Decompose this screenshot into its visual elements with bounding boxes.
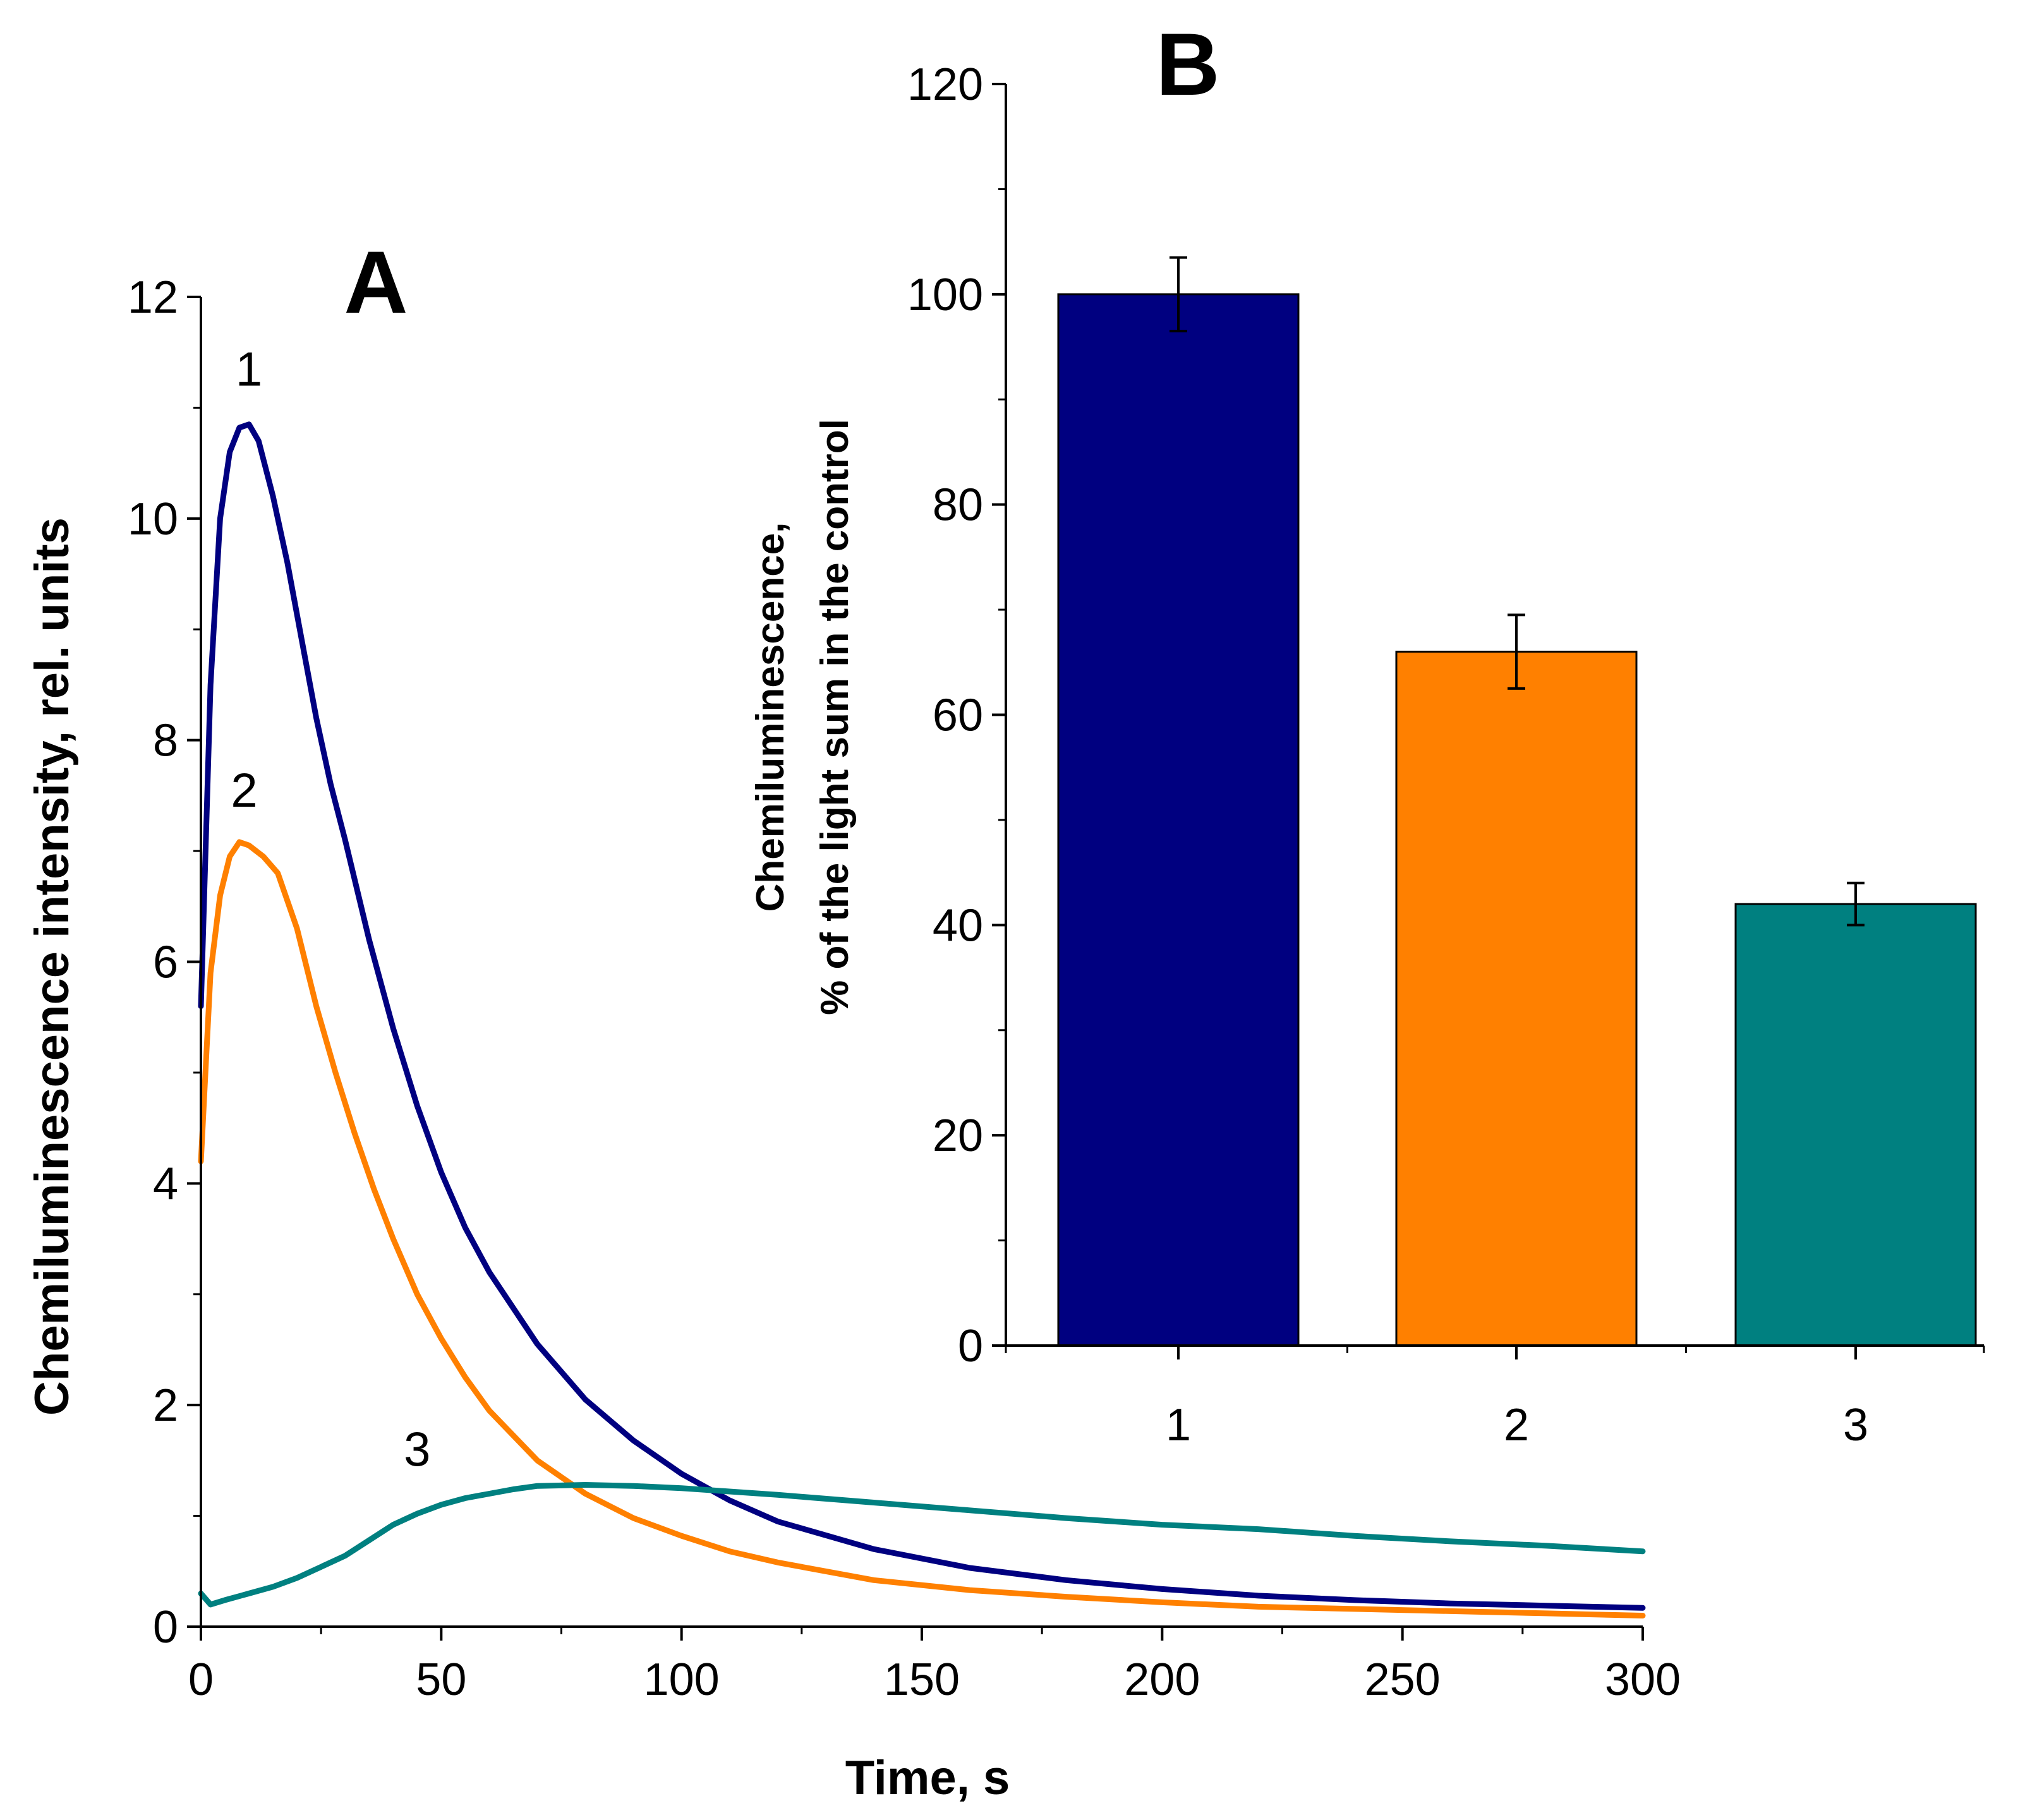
panel-b-x-tick-label: 2 — [1504, 1400, 1529, 1450]
panel-a-x-tick-label: 100 — [644, 1654, 720, 1705]
panel-b-y-tick-label: 0 — [958, 1321, 983, 1371]
panel-b-y-axis-title-line-2: % of the light sum in the control — [813, 419, 857, 1015]
panel-a-x-tick-label: 150 — [884, 1654, 960, 1705]
panel-b-y-tick-label: 100 — [907, 270, 983, 320]
panel-b-axes — [992, 83, 1985, 1359]
panel-b-letter: B — [1156, 15, 1219, 114]
panel-a-x-tick-label: 0 — [188, 1654, 214, 1705]
panel-b-y-axis-title: Chemiluminescence, % of the light sum in… — [749, 419, 857, 1015]
panel-b-error-bars — [1170, 256, 1865, 927]
panel-a-y-axis-title: Chemiluminescence intensity, rel. units — [25, 517, 79, 1416]
panel-a-curve-label: 3 — [404, 1423, 430, 1477]
panel-b-y-axis-title-line-1: Chemiluminescence, — [749, 522, 792, 912]
panel-b-bar-chart: 0 20 40 60 80 100 120 1 2 3 B Chemiluminescence, … — [749, 15, 2014, 1450]
panel-a-x-tick-label: 200 — [1124, 1654, 1200, 1705]
panel-b-tick-labels: 0 20 40 60 80 100 120 1 2 3 — [907, 59, 1868, 1450]
panel-a-y-tick-label: 10 — [128, 494, 178, 545]
panel-a-curve-label: 2 — [231, 764, 257, 817]
panel-b-y-tick-label: 80 — [933, 480, 983, 531]
panel-a-y-tick-label: 8 — [153, 716, 178, 766]
panel-a-y-tick-label: 4 — [153, 1159, 178, 1209]
panel-a-x-tick-label: 300 — [1605, 1654, 1681, 1705]
panel-b-x-tick-label: 1 — [1166, 1400, 1191, 1450]
panel-b-y-tick-label: 40 — [933, 900, 983, 951]
panel-b-bar-1 — [1057, 293, 1300, 1347]
panel-a-y-tick-label: 2 — [153, 1380, 178, 1431]
panel-a-series-line-1 — [198, 421, 1646, 1611]
panel-b-bar-2 — [1395, 651, 1638, 1347]
panel-a-series-line-2 — [198, 839, 1646, 1618]
panel-b-x-tick-label: 3 — [1843, 1400, 1868, 1450]
panel-b-bar-3 — [1734, 903, 1977, 1347]
panel-b-bars — [1057, 293, 1977, 1347]
panel-a-x-tick-label: 50 — [416, 1654, 466, 1705]
panel-a-y-tick-label: 0 — [153, 1602, 178, 1653]
panel-a-y-tick-label: 12 — [128, 272, 178, 323]
panel-a-y-tick-label: 6 — [153, 937, 178, 988]
panel-b-y-tick-label: 20 — [933, 1111, 983, 1161]
panel-a-axes — [187, 296, 1644, 1641]
panel-a-series-line-3 — [198, 1482, 1646, 1608]
panel-a-x-tick-label: 250 — [1365, 1654, 1441, 1705]
panel-b-y-tick-label: 120 — [907, 59, 983, 110]
panel-a-curve-label: 1 — [236, 342, 262, 396]
panel-a-x-axis-title: Time, s — [845, 1751, 1010, 1805]
panel-b-y-tick-label: 60 — [933, 690, 983, 741]
panel-a-letter: A — [344, 232, 408, 332]
panel-a-series-group — [198, 421, 1646, 1618]
panel-a-curve-labels: 1 2 3 — [231, 342, 430, 1476]
